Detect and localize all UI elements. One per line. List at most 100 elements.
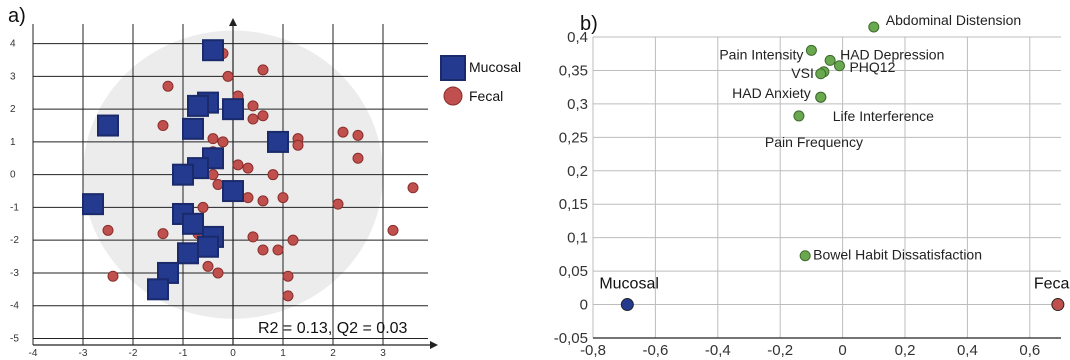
y-tick-label: 0,15 <box>559 196 588 213</box>
y-tick-label: 0,4 <box>567 29 588 46</box>
y-tick-label: -4 <box>10 301 19 312</box>
x-tick-label: 1 <box>280 348 286 359</box>
variable-label-life-interference: Life Interference <box>833 108 934 124</box>
mucosal-point <box>82 193 104 216</box>
fecal-point <box>247 231 259 243</box>
mucosal-point <box>197 235 219 258</box>
mucosal-point <box>147 278 169 301</box>
variable-label-bowel-habit-dissatisfaction: Bowel Habit Dissatisfaction <box>813 247 982 263</box>
y-tick-label: 0,2 <box>567 163 588 180</box>
x-tick-label: 0,4 <box>957 342 978 359</box>
mucosal-point <box>182 117 204 140</box>
x-tick-label: -4 <box>29 348 38 359</box>
variable-point-bowel-habit-dissatisfaction <box>799 250 811 262</box>
variable-label-pain-intensity: Pain Intensity <box>719 46 803 62</box>
fecal-point <box>212 179 224 190</box>
fecal-point <box>257 195 269 207</box>
legend-label-fecal: Fecal <box>469 88 503 104</box>
model-statistics: R2 = 0.13, Q2 = 0.03 <box>258 320 408 337</box>
variable-point-pain-frequency <box>793 110 805 122</box>
mucosal-point <box>267 130 289 153</box>
y-tick-label: 1 <box>10 137 16 148</box>
fecal-point <box>282 270 294 282</box>
fecal-point <box>272 244 284 256</box>
group-label-mucosal: Mucosal <box>599 276 659 293</box>
x-tick-label: -2 <box>129 348 138 359</box>
fecal-point <box>242 162 254 174</box>
panel-a-tick-labels: 4 3 2 1 0 -1 -2 -3 -4 -5 -4 -3 -2 -1 0 1 2 3 <box>10 39 386 359</box>
fecal-point <box>247 100 259 112</box>
panel-a-grid <box>32 24 428 345</box>
panel-b: 0,4 0,35 0,3 0,25 0,2 0,15 0,1 0,05 0 -0,05-0,8 -0… <box>554 12 1070 359</box>
x-tick-label: 0,2 <box>895 342 916 359</box>
mucosal-point <box>177 242 199 265</box>
mucosal-point <box>202 39 224 62</box>
fecal-point <box>332 198 344 210</box>
variable-label-pain-frequency: Pain Frequency <box>765 134 863 150</box>
x-tick-label: 2 <box>330 348 336 359</box>
panel-a-data-points <box>82 39 419 302</box>
variable-point-had-depression <box>824 54 836 66</box>
y-tick-label: -5 <box>10 333 19 344</box>
variable-point-unlabeled <box>815 68 827 80</box>
y-tick-label: 0,1 <box>567 230 588 247</box>
fecal-point <box>207 133 219 145</box>
mucosal-point <box>97 114 119 137</box>
y-tick-label: -1 <box>10 202 19 213</box>
x-tick-label: -1 <box>179 348 188 359</box>
y-tick-label: -2 <box>10 235 19 246</box>
fecal-point <box>202 260 214 272</box>
variable-label-abdominal-distension: Abdominal Distension <box>886 12 1021 28</box>
variable-point-had-anxiety <box>815 91 827 103</box>
fecal-point <box>257 110 269 122</box>
x-tick-label: 0 <box>838 342 846 359</box>
y-tick-label: 4 <box>10 39 16 50</box>
fecal-point <box>107 270 119 282</box>
fecal-point <box>292 139 304 151</box>
fecal-point <box>282 290 294 302</box>
legend: Mucosal Fecal <box>440 55 521 106</box>
panel-a: 4 3 2 1 0 -1 -2 -3 -4 -5 -4 -3 -2 -1 0 1 2 3 a) Mucosal F… <box>8 5 521 359</box>
variable-label-phq12: PHQ12 <box>849 59 895 75</box>
y-tick-label: 0,05 <box>559 263 588 280</box>
mucosal-point <box>222 180 244 203</box>
fecal-point <box>352 152 364 164</box>
y-tick-label: 0 <box>10 170 16 181</box>
x-tick-label: -3 <box>79 348 88 359</box>
variable-point-abdominal-distension <box>868 21 880 33</box>
variable-point-pain-intensity <box>805 44 817 56</box>
x-axis-arrow <box>430 341 438 349</box>
x-tick-label: -0,4 <box>705 342 731 359</box>
x-tick-label: -0,8 <box>580 342 606 359</box>
fecal-point <box>197 201 209 213</box>
legend-marker-fecal <box>443 86 463 106</box>
legend-label-mucosal: Mucosal <box>469 59 521 75</box>
legend-marker-mucosal <box>440 55 466 81</box>
fecal-point <box>257 64 269 76</box>
y-tick-label: 0,35 <box>559 62 588 79</box>
y-tick-label: 2 <box>10 104 16 115</box>
fecal-point <box>287 234 299 246</box>
fecal-point <box>247 113 259 125</box>
fecal-point <box>162 80 174 92</box>
variable-label-had-anxiety: HAD Anxiety <box>732 85 811 101</box>
fecal-point <box>157 120 169 132</box>
y-tick-label: 0 <box>580 297 588 314</box>
mucosal-point <box>182 212 204 235</box>
y-tick-label: 3 <box>10 71 16 82</box>
panel-b-grid <box>592 36 1061 339</box>
x-tick-label: -0,6 <box>642 342 668 359</box>
panel-b-label: b) <box>580 13 598 35</box>
group-point-fecal <box>1051 298 1065 312</box>
fecal-point <box>157 228 169 240</box>
x-tick-label: 0,6 <box>1019 342 1040 359</box>
variable-point-phq12 <box>833 60 845 72</box>
fecal-point <box>232 159 244 171</box>
fecal-point <box>277 192 289 204</box>
group-label-fecal: Fecal <box>1034 276 1070 293</box>
group-point-mucosal <box>620 298 634 312</box>
fecal-point <box>407 182 419 194</box>
variable-label-vsi: VSI <box>791 65 814 81</box>
panel-a-label: a) <box>8 5 26 27</box>
